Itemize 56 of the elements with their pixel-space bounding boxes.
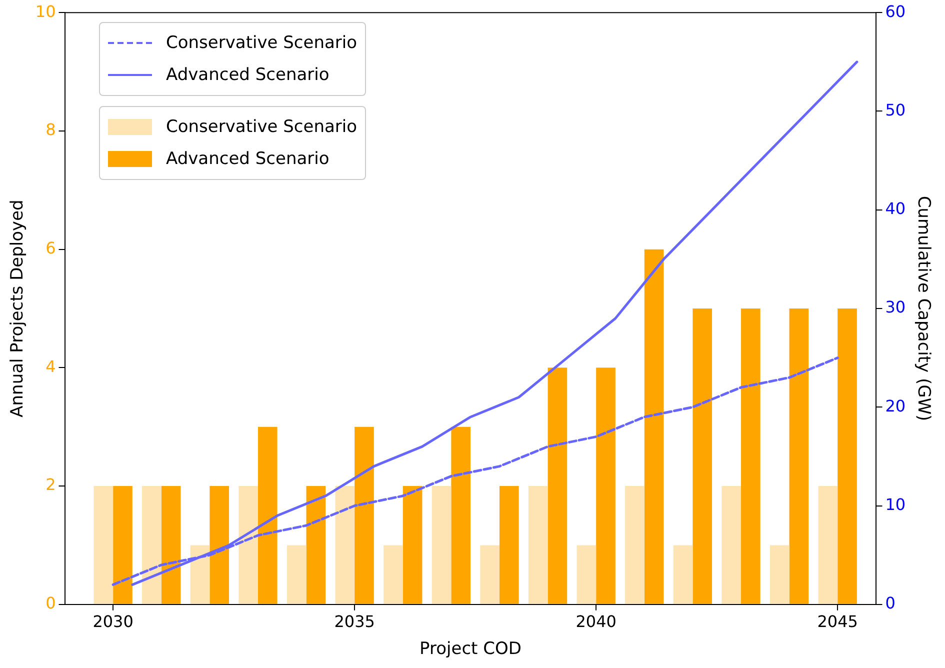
bar bbox=[451, 426, 470, 604]
bar bbox=[335, 486, 355, 604]
bar bbox=[789, 308, 809, 604]
x-tick-label: 2030 bbox=[92, 612, 134, 632]
y2-tick-label: 30 bbox=[885, 298, 906, 317]
bar bbox=[722, 486, 741, 604]
bar bbox=[432, 486, 452, 604]
legend-label: Advanced Scenario bbox=[166, 65, 330, 85]
bar bbox=[548, 368, 568, 604]
bar bbox=[142, 486, 162, 604]
y2-tick-label: 20 bbox=[885, 396, 906, 416]
bar bbox=[210, 486, 229, 604]
bar bbox=[238, 486, 258, 604]
bar bbox=[644, 249, 664, 604]
legend-label: Conservative Scenario bbox=[166, 33, 358, 53]
bar bbox=[190, 545, 210, 604]
y-axis-title: Annual Projects Deployed bbox=[8, 200, 28, 418]
x-tick-label: 2045 bbox=[817, 612, 858, 632]
y2-tick-label: 60 bbox=[885, 2, 906, 21]
y-tick-label: 2 bbox=[46, 475, 56, 494]
y2-tick-label: 40 bbox=[885, 199, 906, 218]
bar bbox=[528, 486, 548, 604]
bar bbox=[258, 426, 278, 604]
bar bbox=[576, 545, 596, 604]
bar bbox=[286, 545, 306, 604]
bar bbox=[740, 308, 760, 604]
bar bbox=[499, 486, 519, 604]
bar bbox=[770, 545, 790, 604]
x-axis-title: Project COD bbox=[420, 639, 522, 660]
bar bbox=[113, 486, 132, 604]
y-tick-label: 4 bbox=[46, 356, 56, 376]
bar bbox=[480, 545, 500, 604]
y2-tick-label: 50 bbox=[885, 100, 906, 120]
y2-tick-label: 0 bbox=[885, 594, 896, 613]
bar bbox=[818, 486, 838, 604]
bar bbox=[306, 486, 326, 604]
legend-label: Conservative Scenario bbox=[166, 117, 358, 137]
bar bbox=[94, 486, 114, 604]
bar bbox=[838, 308, 857, 604]
bar bbox=[625, 486, 644, 604]
bar bbox=[354, 426, 374, 604]
bar bbox=[384, 545, 403, 604]
y-tick-label: 6 bbox=[46, 238, 56, 258]
y-tick-label: 10 bbox=[35, 2, 56, 21]
bar bbox=[596, 368, 616, 604]
bar bbox=[161, 486, 181, 604]
legend-label: Advanced Scenario bbox=[166, 149, 330, 169]
y2-tick-label: 10 bbox=[885, 494, 906, 514]
bar bbox=[402, 486, 422, 604]
x-tick-label: 2035 bbox=[334, 612, 375, 632]
x-tick-label: 2040 bbox=[576, 612, 616, 632]
y-tick-label: 8 bbox=[46, 120, 56, 140]
bar bbox=[692, 308, 712, 604]
y2-axis-title: Cumulative Capacity (GW) bbox=[913, 196, 934, 422]
y-tick-label: 0 bbox=[46, 594, 56, 613]
bar bbox=[673, 545, 693, 604]
